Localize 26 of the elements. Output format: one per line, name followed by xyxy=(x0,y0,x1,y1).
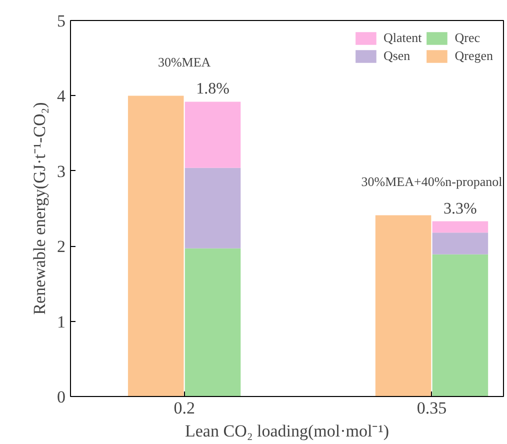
y-tick-label: 3 xyxy=(57,162,66,181)
bar xyxy=(184,248,241,396)
x-axis-title: Lean CO₂ loading(mol·mol⁻¹) xyxy=(185,422,389,440)
bar xyxy=(432,232,488,254)
legend-label: Qsen xyxy=(383,48,410,64)
y-axis-title: Renewable energy(GJ·t⁻¹-CO₂) xyxy=(30,102,49,315)
bar xyxy=(432,221,488,233)
annotation: 1.8% xyxy=(196,80,230,98)
y-tick-label: 5 xyxy=(57,12,66,30)
bar xyxy=(432,254,488,396)
y-tick-label: 1 xyxy=(57,312,66,332)
legend-label: Qregen xyxy=(454,48,493,64)
x-tick-label: 0.2 xyxy=(174,398,195,418)
bar xyxy=(184,168,241,248)
bar xyxy=(128,96,184,396)
bar xyxy=(184,102,241,168)
x-tick-label: 0.35 xyxy=(416,398,447,418)
bar xyxy=(375,215,432,396)
annotation: 30%MEA xyxy=(158,54,212,70)
legend-label: Qrec xyxy=(454,30,480,46)
y-tick-label: 2 xyxy=(57,237,66,256)
annotation: 30%MEA+40%n-propanol xyxy=(361,174,503,189)
y-tick-label: 0 xyxy=(57,388,66,406)
annotation: 3.3% xyxy=(444,200,477,218)
y-tick-label: 4 xyxy=(57,86,66,106)
legend-label: Qlatent xyxy=(383,30,422,46)
